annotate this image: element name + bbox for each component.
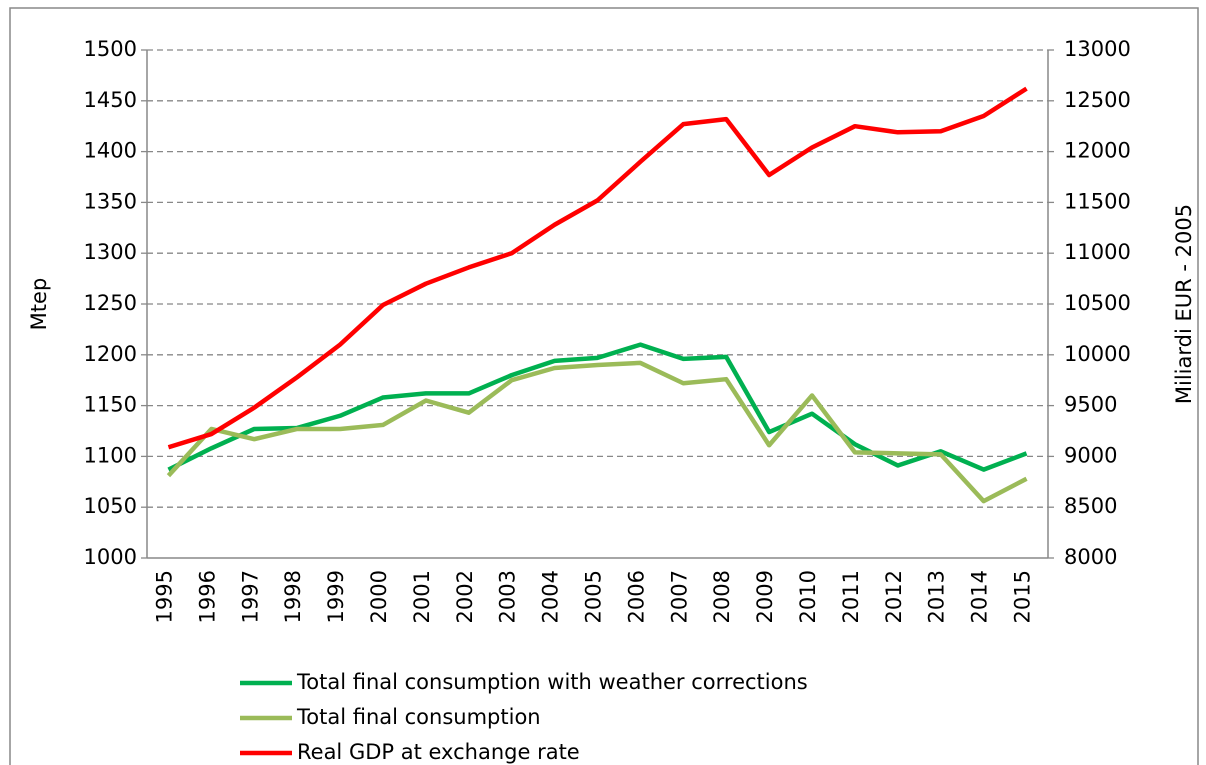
legend-label: Total final consumption with weather cor… xyxy=(296,670,808,694)
x-tick-label: 2010 xyxy=(796,570,820,623)
y2-tick-label: 10500 xyxy=(1064,291,1131,315)
x-tick-label: 2011 xyxy=(839,570,863,623)
chart-frame xyxy=(9,7,1199,765)
x-tick-label: 1998 xyxy=(281,570,305,623)
legend-label: Real GDP at exchange rate xyxy=(297,740,580,764)
y-tick-label: 1000 xyxy=(84,545,137,569)
x-tick-label: 2004 xyxy=(539,570,563,623)
y2-axis-label: Miliardi EUR - 2005 xyxy=(1172,204,1196,404)
y-tick-label: 1200 xyxy=(84,342,137,366)
x-tick-label: 2003 xyxy=(496,570,520,623)
x-tick-label: 2009 xyxy=(753,570,777,623)
x-tick-label: 2001 xyxy=(410,570,434,623)
legend-label: Total final consumption xyxy=(296,705,541,729)
y2-tick-label: 10000 xyxy=(1064,342,1131,366)
y2-tick-label: 13000 xyxy=(1064,37,1131,61)
y2-tick-label: 12000 xyxy=(1064,139,1131,163)
series-line xyxy=(167,86,1028,450)
y-tick-label: 1350 xyxy=(84,189,137,213)
y2-tick-label: 9000 xyxy=(1064,443,1117,467)
x-tick-label: 2014 xyxy=(968,570,992,623)
series-line xyxy=(167,342,1028,472)
x-tick-label: 1995 xyxy=(152,570,176,623)
x-tick-label: 2008 xyxy=(710,570,734,623)
x-tick-label: 2005 xyxy=(582,570,606,623)
y2-tick-label: 8000 xyxy=(1064,545,1117,569)
x-tick-label: 2000 xyxy=(367,570,391,623)
y2-tick-label: 12500 xyxy=(1064,88,1131,112)
y2-tick-label: 9500 xyxy=(1064,393,1117,417)
y-tick-label: 1100 xyxy=(84,443,137,467)
x-tick-label: 2007 xyxy=(667,570,691,623)
x-tick-label: 1997 xyxy=(238,570,262,623)
y-tick-label: 1500 xyxy=(84,37,137,61)
x-tick-label: 2012 xyxy=(882,570,906,623)
y2-tick-label: 11500 xyxy=(1064,189,1131,213)
x-tick-label: 1996 xyxy=(195,570,219,623)
y-tick-label: 1050 xyxy=(84,494,137,518)
series-line xyxy=(166,360,1028,504)
x-tick-label: 2015 xyxy=(1011,570,1035,623)
y-tick-label: 1450 xyxy=(84,88,137,112)
x-tick-label: 2006 xyxy=(624,570,648,623)
y2-tick-label: 8500 xyxy=(1064,494,1117,518)
y-axis-label: Mtep xyxy=(27,278,51,331)
y-tick-label: 1250 xyxy=(84,291,137,315)
y-tick-label: 1400 xyxy=(84,139,137,163)
x-tick-label: 2013 xyxy=(925,570,949,623)
y-tick-label: 1150 xyxy=(84,393,137,417)
y2-tick-label: 11000 xyxy=(1064,240,1131,264)
y-tick-label: 1300 xyxy=(84,240,137,264)
x-tick-label: 2002 xyxy=(453,570,477,623)
x-tick-label: 1999 xyxy=(324,570,348,623)
